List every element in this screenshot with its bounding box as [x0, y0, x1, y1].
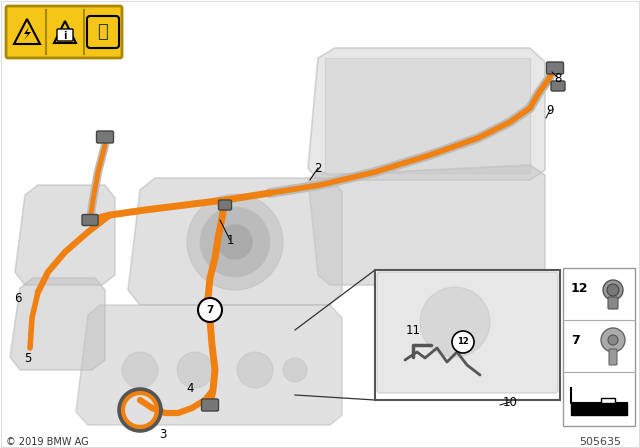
Polygon shape — [308, 48, 545, 180]
FancyBboxPatch shape — [608, 297, 618, 309]
Polygon shape — [601, 398, 615, 403]
FancyBboxPatch shape — [57, 29, 73, 41]
Text: 7: 7 — [206, 305, 214, 315]
Text: 12: 12 — [571, 281, 589, 294]
Polygon shape — [54, 21, 76, 43]
FancyBboxPatch shape — [82, 215, 98, 225]
Circle shape — [122, 352, 158, 388]
Text: i: i — [63, 31, 67, 41]
Polygon shape — [76, 305, 342, 425]
Circle shape — [187, 194, 283, 290]
FancyBboxPatch shape — [377, 272, 558, 393]
Text: 8: 8 — [554, 72, 562, 85]
Text: 6: 6 — [14, 292, 22, 305]
Polygon shape — [24, 27, 31, 40]
FancyBboxPatch shape — [218, 200, 232, 210]
Bar — [571, 403, 627, 415]
Text: 12: 12 — [457, 337, 469, 346]
Text: 11: 11 — [406, 323, 420, 336]
FancyBboxPatch shape — [202, 399, 218, 411]
Polygon shape — [308, 165, 545, 285]
Polygon shape — [128, 178, 342, 305]
Circle shape — [607, 284, 619, 296]
Text: © 2019 BMW AG: © 2019 BMW AG — [6, 437, 88, 447]
Text: 9: 9 — [547, 103, 554, 116]
FancyBboxPatch shape — [87, 16, 119, 48]
Polygon shape — [15, 185, 115, 285]
FancyBboxPatch shape — [6, 6, 122, 58]
Text: 7: 7 — [571, 333, 580, 346]
Text: 505635: 505635 — [579, 437, 621, 447]
Polygon shape — [14, 19, 40, 44]
Circle shape — [198, 298, 222, 322]
Text: 2: 2 — [314, 161, 322, 175]
FancyBboxPatch shape — [551, 81, 565, 91]
FancyBboxPatch shape — [547, 62, 563, 74]
Circle shape — [217, 224, 253, 260]
Bar — [375, 270, 560, 400]
Bar — [325, 58, 530, 173]
Circle shape — [601, 328, 625, 352]
Circle shape — [603, 280, 623, 300]
Polygon shape — [10, 278, 105, 370]
Text: 1: 1 — [227, 233, 234, 246]
Circle shape — [283, 358, 307, 382]
Text: 10: 10 — [502, 396, 517, 409]
Text: ✋: ✋ — [98, 23, 108, 41]
Circle shape — [608, 335, 618, 345]
Circle shape — [452, 331, 474, 353]
Bar — [563, 268, 635, 426]
Circle shape — [200, 207, 270, 277]
Text: 4: 4 — [186, 382, 194, 395]
FancyBboxPatch shape — [609, 349, 617, 365]
Circle shape — [177, 352, 213, 388]
Circle shape — [237, 352, 273, 388]
Text: 5: 5 — [24, 352, 32, 365]
Circle shape — [420, 287, 490, 357]
FancyBboxPatch shape — [97, 131, 113, 143]
Text: 3: 3 — [159, 428, 166, 441]
